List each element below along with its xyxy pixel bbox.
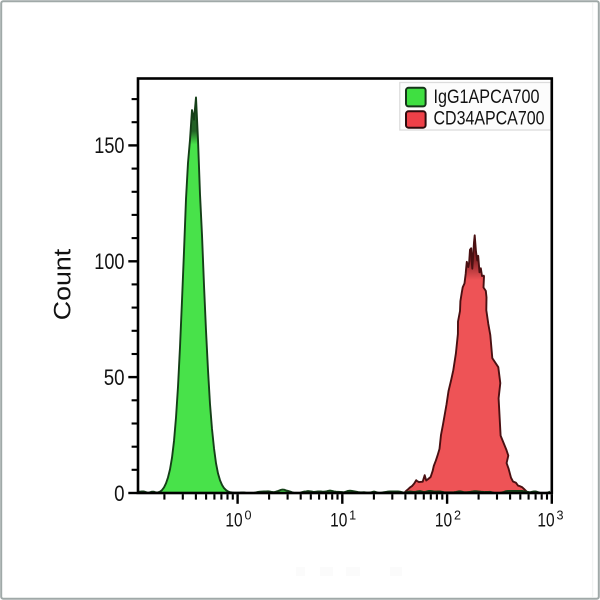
svg-text:100: 100 — [94, 249, 124, 274]
svg-text:0: 0 — [114, 481, 124, 506]
svg-text:2: 2 — [454, 508, 461, 522]
svg-text:0: 0 — [245, 508, 252, 522]
svg-text:3: 3 — [557, 508, 564, 522]
svg-text:CD34APCA700: CD34APCA700 — [434, 107, 545, 129]
svg-text:150: 150 — [94, 133, 124, 158]
svg-text:IgG1APCA700: IgG1APCA700 — [434, 86, 540, 108]
svg-text:10: 10 — [330, 511, 347, 532]
svg-text:10: 10 — [435, 511, 452, 532]
svg-text:50: 50 — [104, 365, 125, 390]
svg-text:10: 10 — [537, 511, 554, 532]
svg-text:Count: Count — [50, 248, 77, 320]
svg-text:10: 10 — [225, 511, 242, 532]
svg-text:1: 1 — [349, 508, 356, 522]
